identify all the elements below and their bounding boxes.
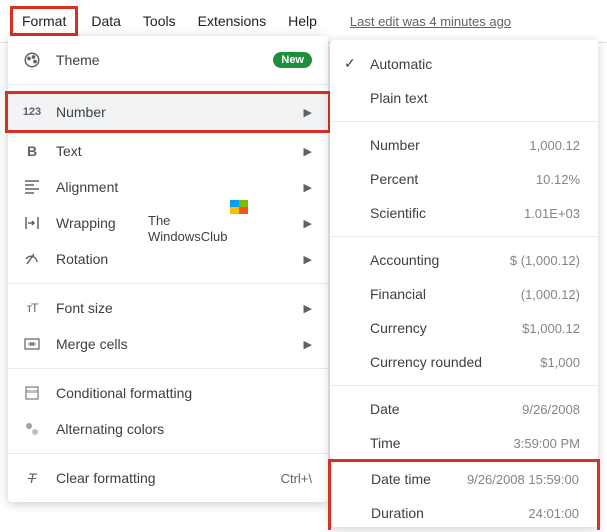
sub-currency[interactable]: Currency $1,000.12 <box>330 311 598 345</box>
currency-rounded-label: Currency rounded <box>370 354 540 370</box>
currency-example: $1,000.12 <box>522 321 580 336</box>
sub-number[interactable]: Number 1,000.12 <box>330 128 598 162</box>
submenu-arrow-icon: ▶ <box>304 217 312 230</box>
separator <box>8 368 328 369</box>
alignment-label: Alignment <box>56 179 304 195</box>
scientific-example: 1.01E+03 <box>524 206 580 221</box>
submenu-arrow-icon: ▶ <box>304 106 312 119</box>
financial-example: (1,000.12) <box>521 287 580 302</box>
sub-datetime[interactable]: Date time 9/26/2008 15:59:00 <box>331 462 597 496</box>
last-edit-link[interactable]: Last edit was 4 minutes ago <box>350 14 511 29</box>
alignment-icon <box>22 177 42 197</box>
duration-label: Duration <box>371 505 528 521</box>
sub-currency-rounded[interactable]: Currency rounded $1,000 <box>330 345 598 379</box>
menu-number[interactable]: 123 Number ▶ <box>8 94 328 130</box>
menu-conditional[interactable]: Conditional formatting <box>8 375 328 411</box>
sub-percent[interactable]: Percent 10.12% <box>330 162 598 196</box>
clear-label: Clear formatting <box>56 470 281 486</box>
separator <box>330 121 598 122</box>
theme-icon <box>22 50 42 70</box>
rotation-icon <box>22 249 42 269</box>
datetime-label: Date time <box>371 471 467 487</box>
currency-rounded-example: $1,000 <box>540 355 580 370</box>
wrapping-icon <box>22 213 42 233</box>
menu-text[interactable]: B Text ▶ <box>8 133 328 169</box>
percent-label: Percent <box>370 171 536 187</box>
font-size-label: Font size <box>56 300 304 316</box>
accounting-label: Accounting <box>370 252 510 268</box>
merge-icon <box>22 334 42 354</box>
rotation-label: Rotation <box>56 251 304 267</box>
submenu-arrow-icon: ▶ <box>304 181 312 194</box>
time-example: 3:59:00 PM <box>514 436 581 451</box>
font-size-icon: ᴛT <box>22 298 42 318</box>
sub-accounting[interactable]: Accounting $ (1,000.12) <box>330 243 598 277</box>
conditional-icon <box>22 383 42 403</box>
merge-label: Merge cells <box>56 336 304 352</box>
sub-plain-text[interactable]: Plain text <box>330 81 598 115</box>
new-badge: New <box>273 52 312 68</box>
alternating-icon <box>22 419 42 439</box>
menubar-extensions[interactable]: Extensions <box>189 9 275 33</box>
format-dropdown: Theme New 123 Number ▶ B Text ▶ Alignmen… <box>8 36 328 502</box>
menu-alignment[interactable]: Alignment ▶ <box>8 169 328 205</box>
alternating-label: Alternating colors <box>56 421 312 437</box>
menubar-data[interactable]: Data <box>82 9 130 33</box>
number-submenu: ✓ Automatic Plain text Number 1,000.12 P… <box>330 40 598 527</box>
datetime-example: 9/26/2008 15:59:00 <box>467 472 579 487</box>
duration-example: 24:01:00 <box>528 506 579 521</box>
submenu-arrow-icon: ▶ <box>304 302 312 315</box>
watermark-text: TheWindowsClub <box>148 213 227 244</box>
submenu-arrow-icon: ▶ <box>304 253 312 266</box>
number-example: 1,000.12 <box>529 138 580 153</box>
separator <box>8 283 328 284</box>
theme-label: Theme <box>56 52 273 68</box>
sub-duration[interactable]: Duration 24:01:00 <box>331 496 597 530</box>
time-label: Time <box>370 435 514 451</box>
menubar-tools[interactable]: Tools <box>134 9 185 33</box>
menu-theme[interactable]: Theme New <box>8 42 328 78</box>
date-example: 9/26/2008 <box>522 402 580 417</box>
separator <box>330 236 598 237</box>
separator <box>8 453 328 454</box>
separator <box>330 385 598 386</box>
number-icon: 123 <box>22 102 42 122</box>
currency-label: Currency <box>370 320 522 336</box>
number-label: Number <box>56 104 304 120</box>
plain-text-label: Plain text <box>370 90 580 106</box>
automatic-label: Automatic <box>370 56 580 72</box>
date-label: Date <box>370 401 522 417</box>
menu-clear[interactable]: T Clear formatting Ctrl+\ <box>8 460 328 496</box>
separator <box>8 84 328 85</box>
conditional-label: Conditional formatting <box>56 385 312 401</box>
clear-shortcut: Ctrl+\ <box>281 471 312 486</box>
submenu-arrow-icon: ▶ <box>304 338 312 351</box>
menu-alternating[interactable]: Alternating colors <box>8 411 328 447</box>
menu-rotation[interactable]: Rotation ▶ <box>8 241 328 277</box>
menubar-format[interactable]: Format <box>10 6 78 36</box>
text-label: Text <box>56 143 304 159</box>
sub-financial[interactable]: Financial (1,000.12) <box>330 277 598 311</box>
percent-example: 10.12% <box>536 172 580 187</box>
scientific-label: Scientific <box>370 205 524 221</box>
text-icon: B <box>22 141 42 161</box>
sub-scientific[interactable]: Scientific 1.01E+03 <box>330 196 598 230</box>
sub-date[interactable]: Date 9/26/2008 <box>330 392 598 426</box>
accounting-example: $ (1,000.12) <box>510 253 580 268</box>
check-icon: ✓ <box>344 55 362 72</box>
menu-font-size[interactable]: ᴛT Font size ▶ <box>8 290 328 326</box>
submenu-arrow-icon: ▶ <box>304 145 312 158</box>
clear-icon: T <box>22 468 42 488</box>
menubar-help[interactable]: Help <box>279 9 326 33</box>
menu-merge-cells[interactable]: Merge cells ▶ <box>8 326 328 362</box>
sub-automatic[interactable]: ✓ Automatic <box>330 46 598 81</box>
financial-label: Financial <box>370 286 521 302</box>
sub-time[interactable]: Time 3:59:00 PM <box>330 426 598 460</box>
watermark-flag-icon <box>230 200 248 214</box>
number-fmt-label: Number <box>370 137 529 153</box>
